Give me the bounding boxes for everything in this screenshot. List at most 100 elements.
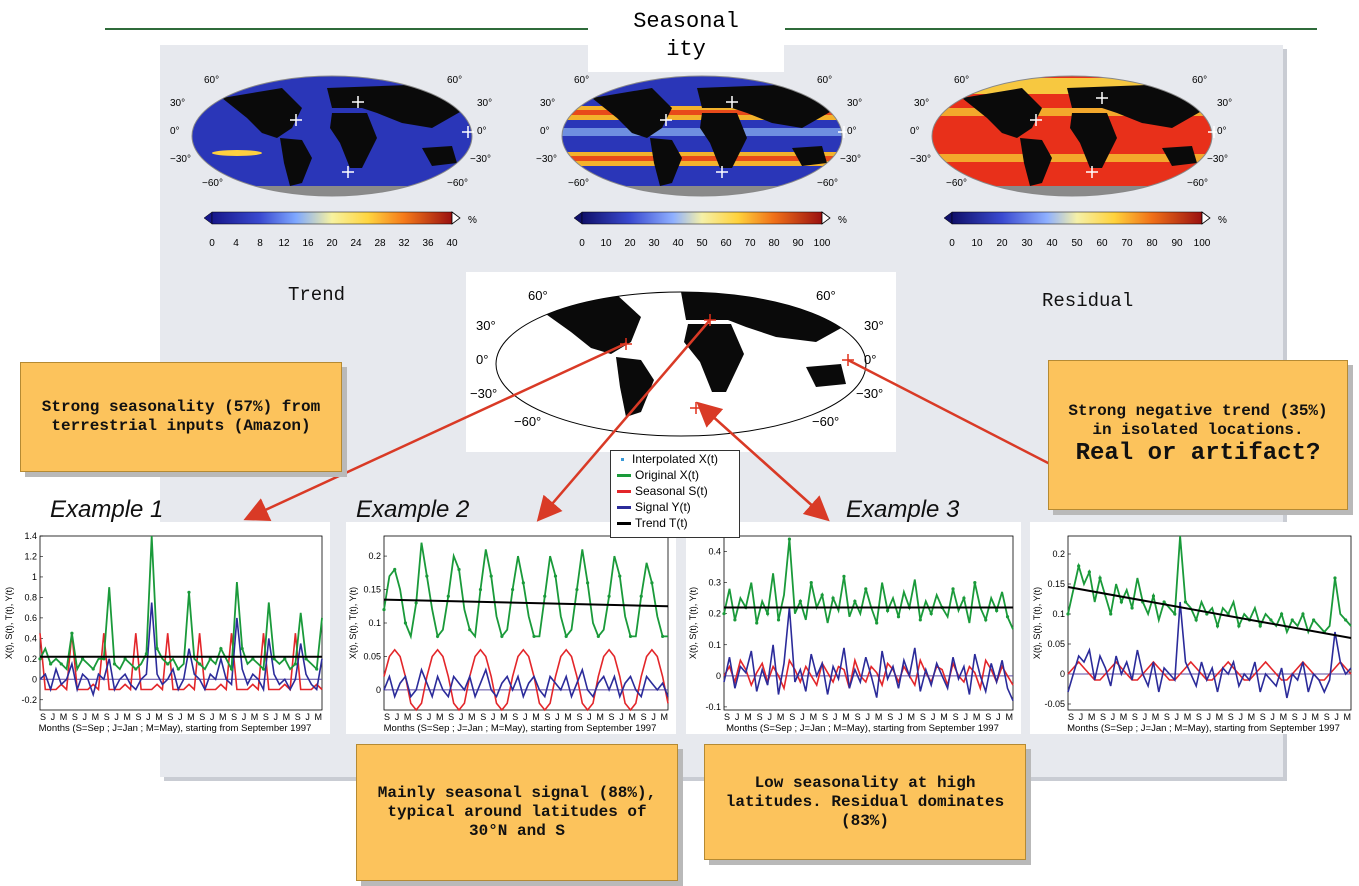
data-point (219, 646, 223, 651)
y-tick-label: 0.05 (363, 651, 381, 661)
data-point (1151, 594, 1156, 598)
data-point (1258, 624, 1262, 628)
lat-label: 60° (1192, 75, 1207, 86)
lat-label: 30° (914, 98, 929, 109)
data-point (425, 574, 429, 578)
data-point (776, 618, 781, 622)
y-tick-label: 0.2 (1052, 549, 1065, 559)
plot-background (686, 522, 1021, 734)
data-point (59, 662, 63, 666)
lat-label: −60° (817, 178, 838, 189)
lat-label: −60° (946, 178, 967, 189)
colorbar-tick-label: 70 (1121, 238, 1133, 249)
example-3-label: Example 3 (846, 496, 960, 523)
data-point (1162, 600, 1166, 604)
callout-negative-trend: Strong negative trend (35%) in isolated … (1048, 360, 1348, 510)
data-point (1215, 624, 1220, 628)
data-point (1005, 615, 1010, 619)
lat-label: 30° (476, 318, 496, 333)
example-2-plot: 0.2 0.15 0.1 0.05 0 X(t), S(t), T(t), Y(t) S J… (346, 522, 676, 734)
lat-label: −60° (202, 178, 223, 189)
data-point (393, 567, 397, 572)
data-point (414, 601, 418, 605)
callout-amazon: Strong seasonality (57%) from terrestria… (20, 362, 342, 472)
series-original (383, 542, 668, 640)
colorbar-tick-label: 40 (672, 238, 684, 249)
data-point (176, 667, 180, 671)
series-seasonal (39, 633, 323, 692)
y-tick-label: -0.1 (705, 702, 721, 712)
colorbar-tick-label: 40 (446, 238, 458, 249)
data-point (995, 608, 999, 613)
y-tick-label: 0.2 (24, 654, 37, 664)
data-point (842, 574, 846, 578)
data-point (155, 646, 159, 651)
lat-label: 0° (864, 352, 876, 367)
month-tick-labels: S J M S J M S J M S J M S J M S J M S J … (1068, 712, 1351, 722)
lat-label: −30° (470, 386, 497, 401)
colorbar: % (203, 211, 477, 226)
data-point (553, 574, 558, 578)
data-point (261, 667, 266, 671)
y-tick-label: 0.2 (708, 609, 721, 619)
seasonality-map: 60° 30° 0° −30° −60° 60° 30° 0° −30° −60… (536, 75, 862, 249)
series-signal (39, 602, 323, 698)
data-point (403, 621, 408, 625)
lat-label: −60° (1187, 178, 1208, 189)
data-point (722, 612, 726, 616)
data-point (1301, 612, 1305, 616)
map-crosshairs (1030, 92, 1220, 178)
data-point (973, 581, 977, 585)
plot-frame (1067, 535, 1352, 711)
callout-high-latitudes-text: Low seasonality at high latitudes. Resid… (725, 773, 1005, 830)
lat-label: 0° (477, 126, 487, 137)
legend-item: Trend T(t) (611, 515, 739, 531)
y-tick-label: 0 (32, 674, 37, 684)
data-point (596, 634, 600, 638)
y-tick-label: 0.6 (24, 613, 37, 623)
data-point (733, 618, 737, 622)
legend-swatch-original (617, 473, 631, 477)
colorbar-tick-label: 60 (720, 238, 732, 249)
data-point (315, 667, 319, 671)
data-point (457, 567, 461, 572)
plot-frame (723, 535, 1014, 711)
plot-background (1030, 522, 1359, 734)
data-point (1119, 600, 1123, 604)
y-tick-label: 1.4 (24, 531, 37, 541)
series-signal (1067, 601, 1352, 699)
colorbar-tick-label: 60 (1096, 238, 1108, 249)
data-point (1312, 618, 1316, 622)
y-axis-label: X(t), S(t), T(t), Y(t) (4, 587, 14, 659)
legend-swatch-trend (617, 521, 631, 525)
colorbar-tick-label: 90 (1171, 238, 1183, 249)
data-point (628, 634, 633, 638)
colorbar-tick-label: 40 (1046, 238, 1058, 249)
data-point (382, 608, 386, 612)
colorbar-tick-label: 0 (579, 238, 585, 249)
legend-label: Interpolated X(t) (632, 452, 719, 466)
colorbar-tick-label: 80 (1146, 238, 1158, 249)
data-point (134, 667, 138, 671)
data-point (1183, 600, 1188, 604)
y-tick-label: 0 (716, 671, 721, 681)
title-line-2: ity (666, 37, 706, 62)
lat-label: 30° (477, 98, 492, 109)
data-point (787, 537, 792, 541)
lat-label: 60° (816, 288, 836, 303)
data-point (564, 634, 568, 638)
data-point (1130, 606, 1134, 610)
data-point (80, 657, 85, 661)
x-axis-label: Months (S=Sep ; J=Jan ; M=May), starting… (1067, 723, 1340, 734)
data-point (511, 587, 515, 592)
data-point (240, 646, 244, 651)
data-point (962, 596, 966, 600)
colorbar-tick-label: 28 (374, 238, 386, 249)
data-point (446, 594, 450, 598)
colorbar: % (573, 211, 847, 226)
example-1-plot: 1.4 1.2 1 0.8 0.6 0.4 0.2 0 -0.2 X(t), S(t), T(t)… (2, 522, 330, 734)
lat-label: −30° (856, 386, 883, 401)
data-point (272, 657, 276, 661)
data-point (875, 621, 879, 625)
data-point (500, 634, 504, 638)
